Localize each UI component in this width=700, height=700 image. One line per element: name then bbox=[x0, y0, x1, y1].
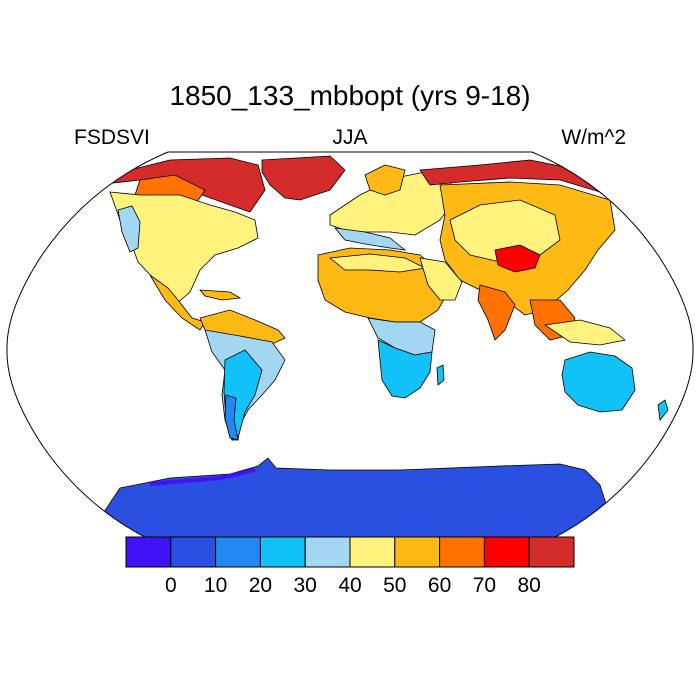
colorbar-swatch bbox=[259, 536, 306, 568]
region-middle-east bbox=[419, 257, 463, 301]
colorbar-swatch bbox=[439, 536, 485, 568]
region-antarctica-coast bbox=[149, 468, 256, 486]
colorbar-tick-label: 70 bbox=[472, 574, 497, 597]
region-tibet bbox=[494, 244, 541, 273]
region-new-zealand bbox=[657, 399, 669, 421]
region-scandinavia bbox=[364, 164, 406, 196]
colorbar-swatch bbox=[170, 536, 217, 568]
colorbar-tick-label: 0 bbox=[164, 574, 177, 597]
region-caribbean bbox=[199, 289, 242, 301]
colorbar-tick-label: 80 bbox=[517, 574, 541, 597]
colorbar-swatch bbox=[528, 536, 575, 568]
region-greenland bbox=[261, 155, 346, 201]
colorbar-swatch bbox=[349, 536, 396, 568]
plot-title: 1850_133_mbbopt (yrs 9-18) bbox=[169, 80, 531, 111]
region-maritime-sea bbox=[543, 319, 626, 346]
region-sahara-top bbox=[328, 253, 427, 273]
colorbar-tick-label: 60 bbox=[427, 574, 452, 597]
region-india bbox=[477, 284, 516, 341]
colorbar-swatch bbox=[304, 536, 351, 568]
region-north-america bbox=[109, 191, 259, 306]
colorbar-tick-label: 40 bbox=[338, 574, 362, 597]
region-patagonia bbox=[224, 394, 239, 441]
colorbar-swatch bbox=[215, 536, 261, 568]
region-asia-interior bbox=[449, 199, 561, 263]
colorbar-tick-label: 10 bbox=[203, 574, 228, 597]
colorbar-tick-label: 30 bbox=[293, 574, 317, 597]
region-north-america-west bbox=[117, 205, 141, 253]
region-mediterranean-land bbox=[334, 227, 407, 251]
colorbar-tick-label: 50 bbox=[383, 574, 407, 597]
colorbar-tick-label: 20 bbox=[248, 574, 273, 597]
colorbar-swatch bbox=[394, 536, 441, 568]
region-africa-south bbox=[377, 339, 433, 399]
variable-label: FSDSVI bbox=[74, 126, 150, 149]
region-australia bbox=[561, 351, 636, 413]
region-madagascar bbox=[436, 364, 445, 386]
units-label: W/m^2 bbox=[561, 126, 626, 149]
colorbar-swatch bbox=[483, 536, 530, 568]
season-label: JJA bbox=[332, 126, 368, 149]
colorbar-swatch bbox=[125, 536, 172, 568]
